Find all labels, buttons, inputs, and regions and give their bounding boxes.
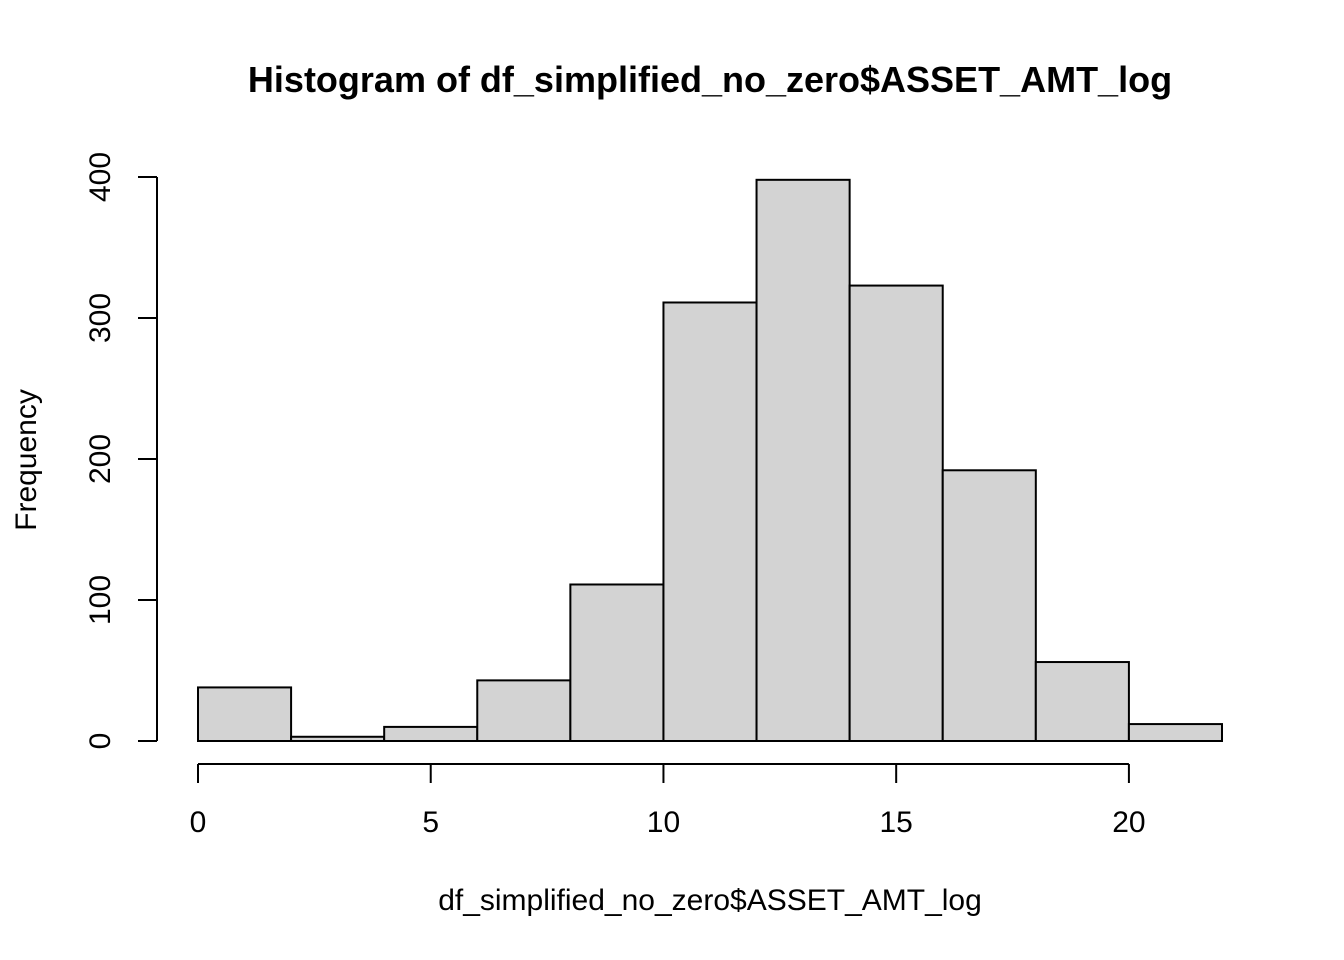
x-tick-label: 5 [422, 806, 439, 839]
y-tick-label: 400 [84, 152, 117, 202]
x-axis: 0 5 10 15 20 [190, 763, 1146, 839]
y-tick-label: 100 [84, 575, 117, 625]
chart-title: Histogram of df_simplified_no_zero$ASSET… [248, 59, 1172, 100]
histogram-bar [941, 469, 1037, 742]
y-tick-label: 200 [84, 434, 117, 484]
x-tick-label: 15 [879, 806, 912, 839]
histogram-bar [569, 583, 665, 742]
histogram-bar [662, 301, 758, 742]
histogram-bar [848, 284, 944, 742]
y-axis-label: Frequency [10, 389, 43, 531]
histogram-bar [1034, 661, 1130, 742]
histogram-bar [1127, 723, 1223, 743]
histogram-bar [383, 725, 479, 743]
histogram-bar [290, 735, 386, 743]
x-axis-label: df_simplified_no_zero$ASSET_AMT_log [438, 884, 982, 917]
y-tick-label: 0 [84, 733, 117, 750]
histogram-bar [755, 178, 851, 742]
bars-group [197, 178, 1223, 743]
histogram-bar [197, 686, 293, 742]
y-tick-label: 300 [84, 293, 117, 343]
y-axis: 0 100 200 300 400 [84, 152, 158, 750]
x-tick-label: 0 [190, 806, 207, 839]
histogram-bar [476, 679, 572, 742]
x-tick-label: 20 [1112, 806, 1145, 839]
x-tick-label: 10 [647, 806, 680, 839]
